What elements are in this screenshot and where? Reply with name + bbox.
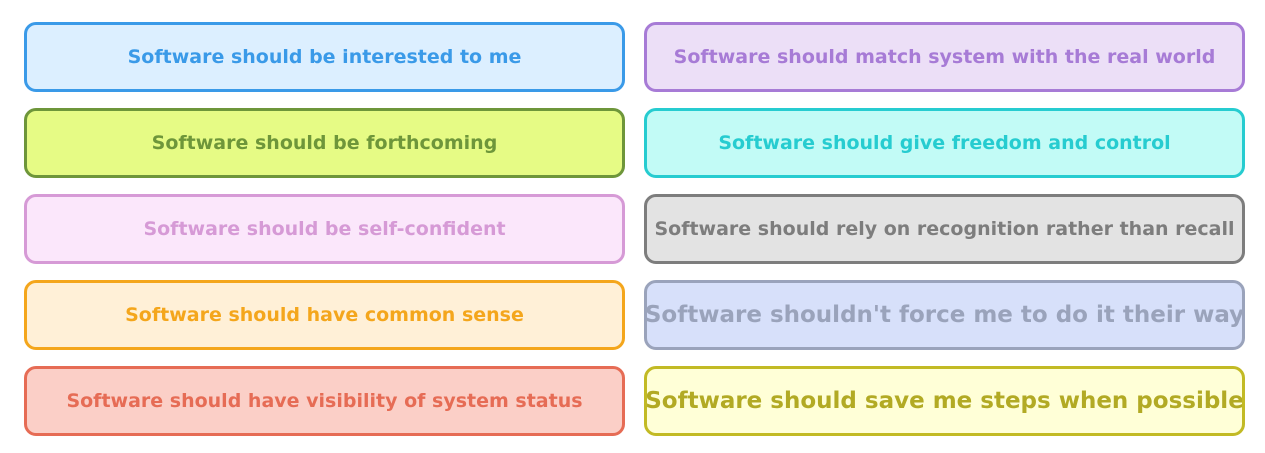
card-label: Software should be interested to me [127,46,522,68]
card-label: Software should save me steps when possi… [645,388,1244,414]
card-label: Software should have common sense [125,304,524,326]
card-recognition-over-recall: Software should rely on recognition rath… [644,194,1245,264]
card-label: Software should give freedom and control [718,132,1171,154]
card-interested-to-me: Software should be interested to me [24,22,625,92]
card-label: Software should be forthcoming [151,132,498,154]
principles-grid: Software should be interested to me Soft… [24,22,1245,436]
card-label: Software should be self-confident [143,218,506,240]
card-save-steps: Software should save me steps when possi… [644,366,1245,436]
card-label: Software should rely on recognition rath… [654,218,1235,240]
card-match-real-world: Software should match system with the re… [644,22,1245,92]
card-forthcoming: Software should be forthcoming [24,108,625,178]
card-self-confident: Software should be self-confident [24,194,625,264]
card-label: Software should match system with the re… [673,46,1216,68]
card-visibility-of-status: Software should have visibility of syste… [24,366,625,436]
card-label: Software shouldn't force me to do it the… [644,302,1245,328]
card-no-forced-way: Software shouldn't force me to do it the… [644,280,1245,350]
card-common-sense: Software should have common sense [24,280,625,350]
card-label: Software should have visibility of syste… [66,390,583,412]
card-freedom-and-control: Software should give freedom and control [644,108,1245,178]
